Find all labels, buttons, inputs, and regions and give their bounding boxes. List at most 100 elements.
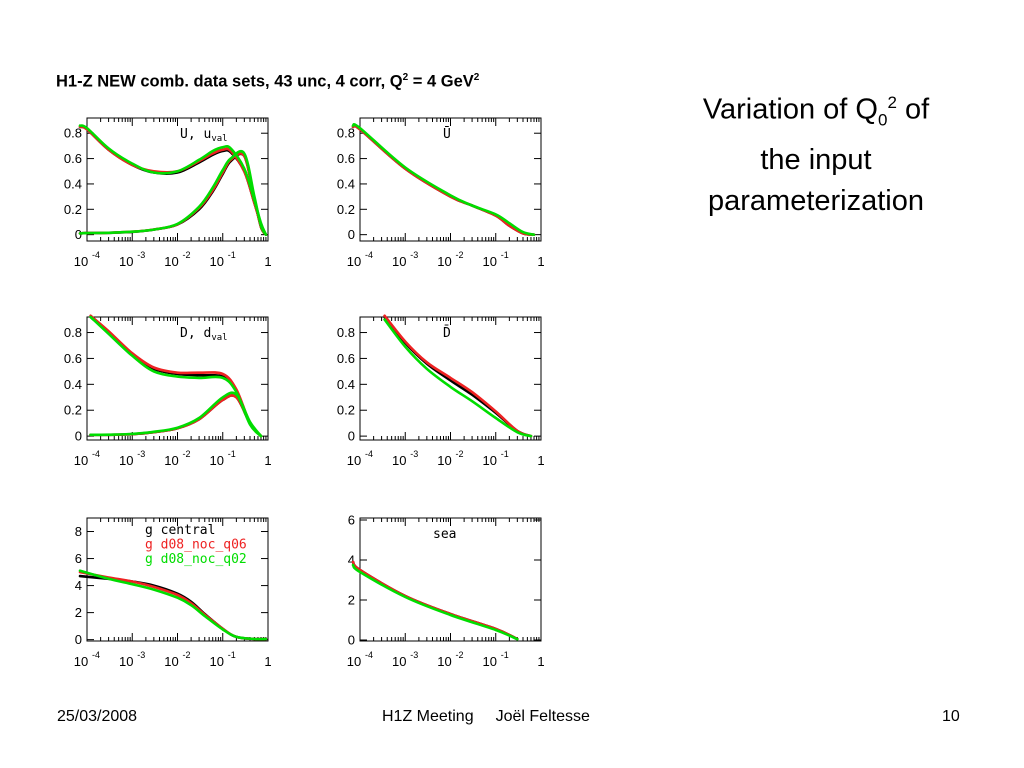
legend-entry-d08-noc-q06: g d08_noc_q06 <box>145 538 247 553</box>
x-tick-exponent: -4 <box>365 250 373 260</box>
y-tick-label: 0 <box>75 632 82 647</box>
x-tick-exponent: -1 <box>501 650 509 660</box>
x-tick-exponent: -3 <box>410 650 418 660</box>
y-tick-label: 0.6 <box>337 351 355 366</box>
y-tick-label: 0.4 <box>337 377 355 392</box>
panel-label-subscript: val <box>211 333 227 343</box>
y-tick-label: 4 <box>75 578 82 593</box>
x-tick-label: 10 <box>347 254 361 269</box>
x-tick-exponent: -1 <box>228 449 236 459</box>
x-tick-label: 10 <box>347 654 361 669</box>
footer-page-number: 10 <box>942 708 960 725</box>
y-tick-label: 0 <box>348 227 355 242</box>
x-tick-label: 10 <box>210 654 224 669</box>
series-line-d08-noc-q06 <box>351 560 519 641</box>
y-tick-label: 6 <box>348 513 355 528</box>
x-tick-exponent: -3 <box>137 650 145 660</box>
y-tick-label: 0.4 <box>64 176 82 191</box>
panel-label: U, uval <box>180 127 228 144</box>
x-tick-label: 10 <box>74 254 88 269</box>
x-tick-label: 1 <box>537 654 544 669</box>
y-tick-label: 0.6 <box>64 351 82 366</box>
x-tick-label: 10 <box>119 254 133 269</box>
x-tick-exponent: -2 <box>183 650 191 660</box>
x-tick-label: 10 <box>392 254 406 269</box>
x-tick-label: 10 <box>437 254 451 269</box>
panel-label: D̄ <box>443 326 451 341</box>
series-line-d08-noc-q06 <box>78 152 268 236</box>
footer-date: 25/03/2008 <box>57 708 138 725</box>
y-tick-label: 0.8 <box>337 325 355 340</box>
panel-d-dval: 0 0.2 0.4 0.6 0.8 10 -4 10 -3 10 -2 10 -1 1 D, dval <box>64 314 272 468</box>
x-tick-label: 10 <box>483 453 497 468</box>
x-tick-label: 10 <box>164 254 178 269</box>
y-tick-label: 0.6 <box>64 151 82 166</box>
series-line-d08-noc-q02 <box>383 318 533 438</box>
x-tick-exponent: -2 <box>456 449 464 459</box>
x-tick-label: 10 <box>347 453 361 468</box>
x-tick-exponent: -4 <box>365 650 373 660</box>
series-line-d08-noc-q02 <box>89 315 263 438</box>
x-tick-exponent: -3 <box>410 449 418 459</box>
y-tick-label: 0 <box>348 429 355 444</box>
x-tick-exponent: -1 <box>501 250 509 260</box>
series-line-central <box>78 152 268 236</box>
panel-sea: 0 2 4 6 10 -4 10 -3 10 -2 10 -1 1 sea <box>347 513 545 670</box>
y-tick-label: 0.2 <box>337 403 355 418</box>
y-tick-label: 6 <box>75 551 82 566</box>
series-line-d08-noc-q02 <box>351 563 519 641</box>
x-tick-exponent: -1 <box>228 250 236 260</box>
y-tick-label: 0.4 <box>64 377 82 392</box>
y-tick-label: 0.2 <box>64 403 82 418</box>
x-tick-label: 10 <box>392 453 406 468</box>
x-tick-label: 10 <box>210 453 224 468</box>
x-tick-exponent: -2 <box>456 650 464 660</box>
x-tick-label: 1 <box>537 453 544 468</box>
panel-u-uval: 0 0.2 0.4 0.6 0.8 10 -4 10 -3 10 -2 10 -1 1 U, uval <box>64 117 272 269</box>
legend-entry-central: g central <box>145 523 215 538</box>
x-tick-label: 10 <box>119 654 133 669</box>
x-tick-exponent: -3 <box>137 449 145 459</box>
legend-entry-d08-noc-q02: g d08_noc_q02 <box>145 552 247 567</box>
series-line-d08-noc-q02 <box>78 569 268 641</box>
y-tick-label: 0.8 <box>64 325 82 340</box>
x-tick-label: 1 <box>264 453 271 468</box>
x-tick-label: 10 <box>74 453 88 468</box>
series-line-d08-noc-q02 <box>89 391 263 438</box>
x-tick-label: 10 <box>483 254 497 269</box>
y-tick-label: 8 <box>75 524 82 539</box>
heading-line-1: Variation of Q02 of <box>702 93 930 130</box>
footer-author: Joël Feltesse <box>495 708 590 725</box>
y-tick-label: 0.2 <box>64 202 82 217</box>
series-line-central <box>383 315 533 438</box>
series-line-d08-noc-q02 <box>351 123 536 236</box>
x-tick-label: 10 <box>119 453 133 468</box>
y-tick-label: 0.6 <box>337 151 355 166</box>
series-line-d08-noc-q06 <box>78 125 268 236</box>
x-tick-exponent: -4 <box>92 650 100 660</box>
x-tick-label: 10 <box>164 654 178 669</box>
slide-heading: Variation of Q02 of the input parameteri… <box>668 82 964 222</box>
y-tick-label: 0.4 <box>337 176 355 191</box>
y-tick-label: 2 <box>348 593 355 608</box>
series-line-d08-noc-q02 <box>78 124 268 236</box>
y-tick-label: 0.2 <box>337 202 355 217</box>
x-tick-label: 10 <box>210 254 224 269</box>
x-tick-exponent: -2 <box>183 250 191 260</box>
x-tick-exponent: -2 <box>183 449 191 459</box>
series-line-d08-noc-q06 <box>78 570 268 641</box>
x-tick-exponent: -1 <box>501 449 509 459</box>
x-tick-exponent: -4 <box>365 449 373 459</box>
x-tick-exponent: -2 <box>456 250 464 260</box>
x-tick-exponent: -4 <box>92 250 100 260</box>
series-line-central <box>78 574 268 641</box>
y-tick-label: 0.8 <box>64 126 82 141</box>
series-line-d08-noc-q02 <box>78 149 268 236</box>
x-tick-label: 1 <box>264 254 271 269</box>
y-tick-label: 0 <box>75 429 82 444</box>
x-tick-label: 10 <box>483 654 497 669</box>
x-tick-exponent: -3 <box>410 250 418 260</box>
x-tick-label: 10 <box>392 654 406 669</box>
x-tick-label: 10 <box>74 654 88 669</box>
